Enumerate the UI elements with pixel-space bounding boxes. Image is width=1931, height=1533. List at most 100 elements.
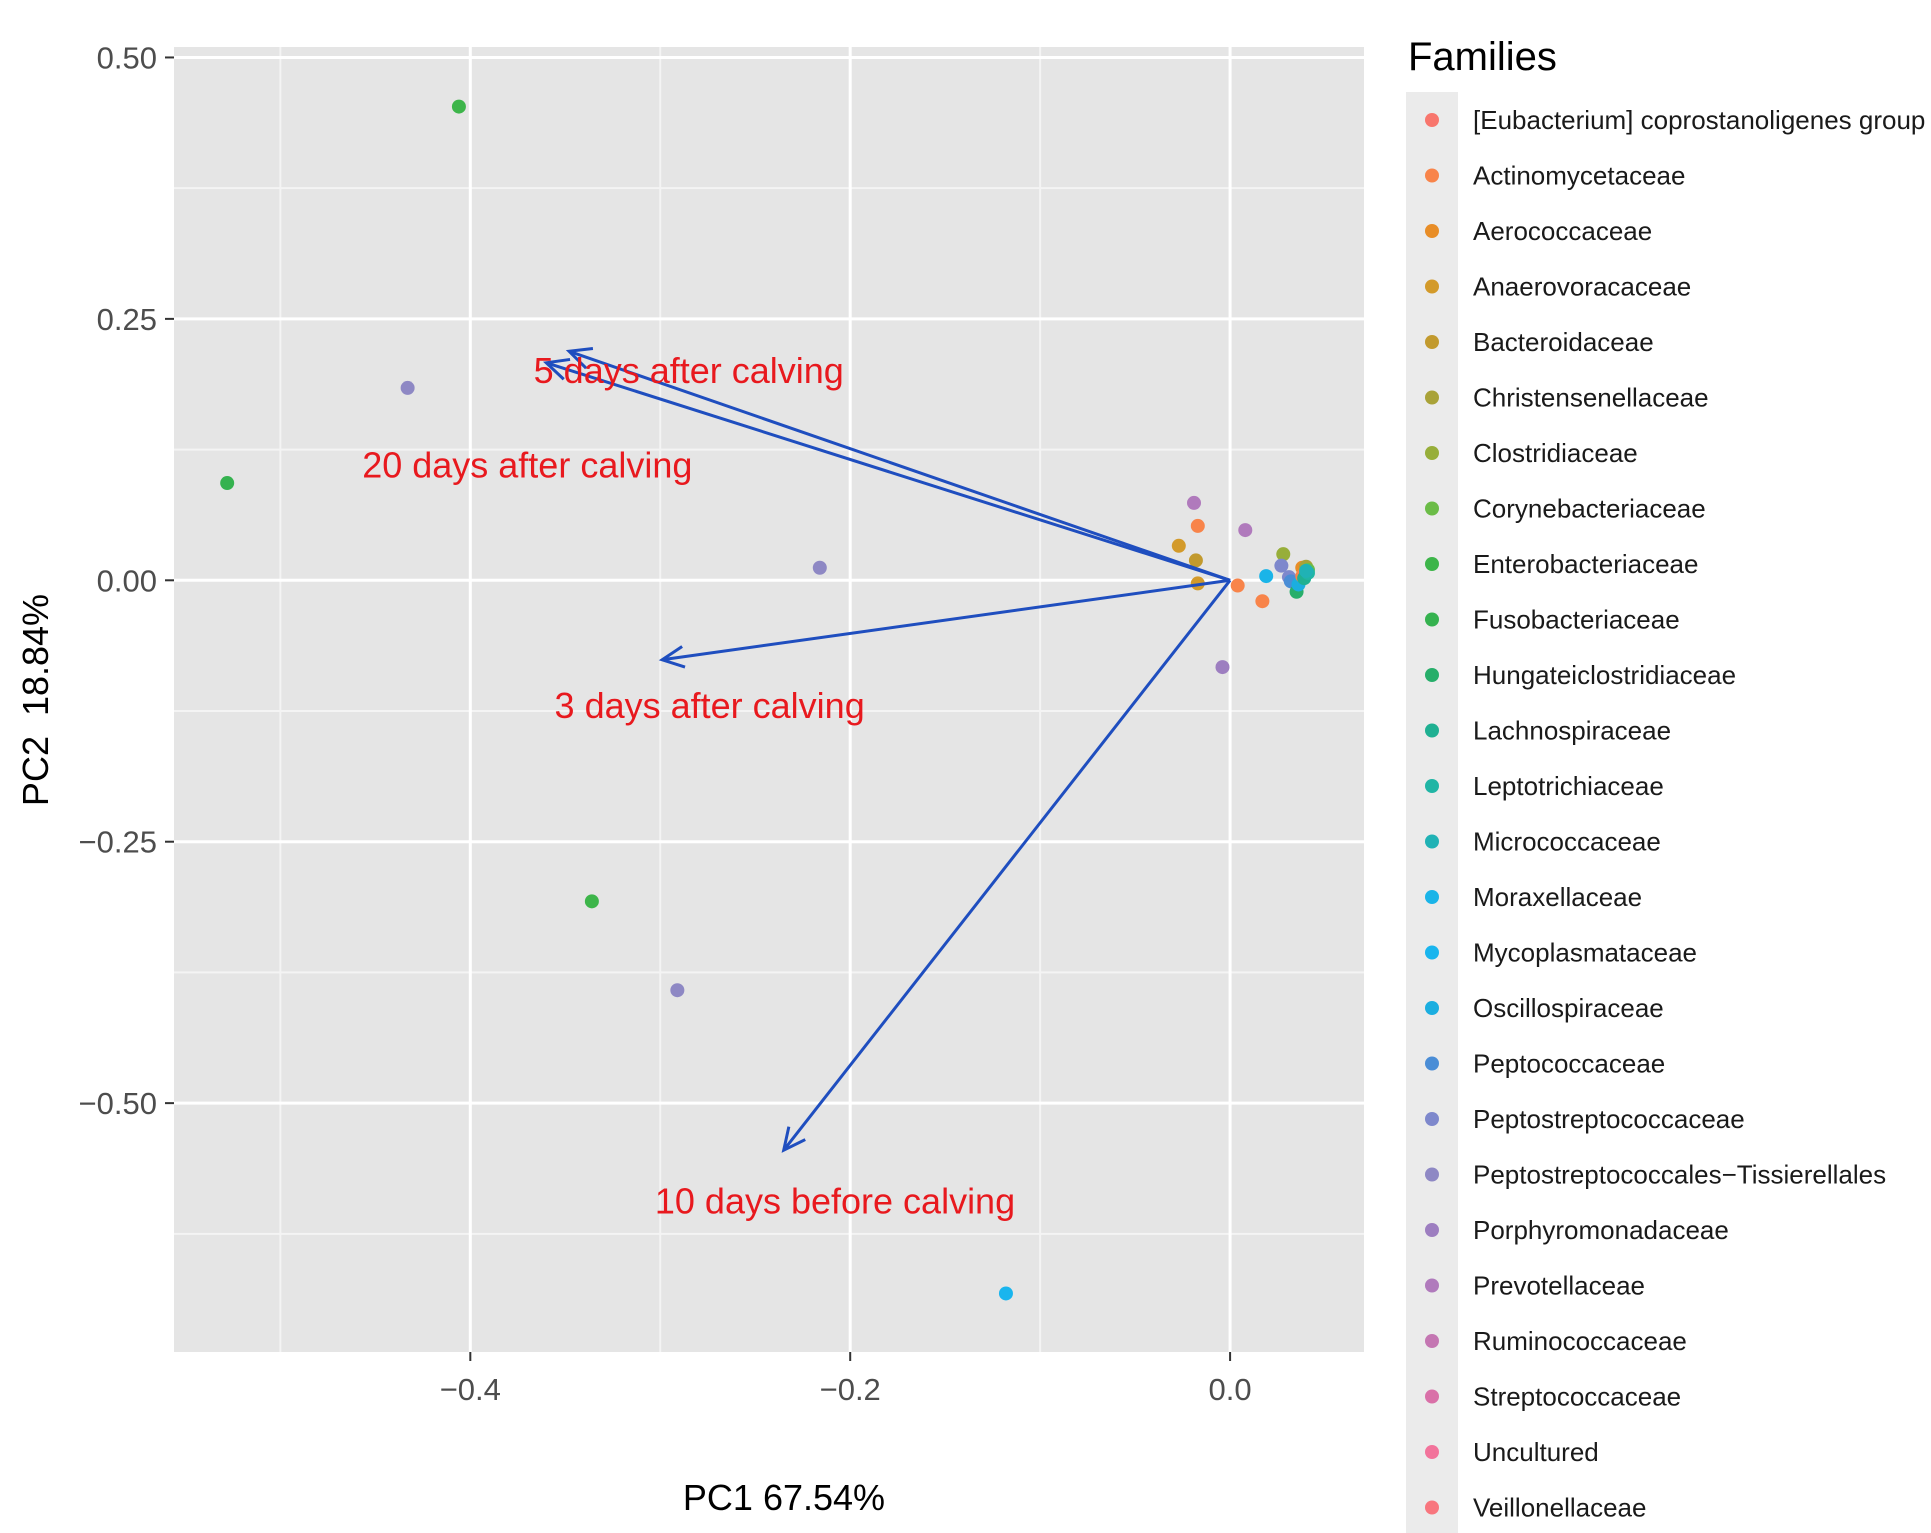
data-point [1259,569,1274,584]
vector-arrowhead [542,357,571,381]
legend-item: Porphyromonadaceae [1425,1215,1729,1245]
x-axis-title: PC1 67.54% [683,1477,885,1518]
legend-item-label: Prevotellaceae [1473,1271,1645,1301]
data-point [1171,538,1186,553]
legend-item-label: Peptostreptococcales−Tissierellales [1473,1160,1886,1190]
data-point [1215,660,1230,675]
legend-item-label: Mycoplasmataceae [1473,938,1697,968]
vector-arrow-line [661,578,1231,662]
data-point [1299,563,1314,578]
y-tick-label: 0.25 [97,302,157,337]
data-point [1188,553,1203,568]
data-point [1187,495,1201,510]
data-point [451,99,466,114]
vector-label: 20 days after calving [362,444,692,485]
legend-key-dot [1425,279,1439,294]
legend-item-label: Micrococcaceae [1473,827,1661,857]
legend-item: Ruminococcaceae [1425,1326,1687,1356]
legend-item-label: Hungateiclostridiaceae [1473,660,1736,690]
x-axis: −0.4 −0.2 0.0 [440,1352,1252,1407]
vector-arrowhead [781,1126,806,1153]
vector-label: 10 days before calving [655,1180,1015,1221]
legend-key-dot [1425,113,1439,127]
legend-key-dot [1425,723,1439,738]
legend-key-dot [1425,501,1439,516]
legend-key-dot [1425,224,1439,238]
legend-item-label: Oscillospiraceae [1473,993,1664,1023]
vector-labels: 5 days after calving 20 days after calvin… [362,350,1015,1221]
legend-item: Actinomycetaceae [1425,161,1685,191]
data-point [1274,558,1289,573]
legend-key-dot [1425,779,1439,793]
data-point [1190,518,1205,533]
legend-key-background [1406,92,1458,1533]
legend-key-dot [1425,1334,1439,1348]
data-point [812,560,827,575]
legend-key-dot [1425,612,1439,627]
legend-item-label: Bacteroidaceae [1473,327,1654,357]
y-axis: 0.50 0.25 0.00 −0.25 −0.50 [79,40,174,1121]
legend-key-dot [1425,1500,1439,1515]
legend-item-label: Porphyromonadaceae [1473,1215,1729,1245]
legend-item-label: Corynebacteriaceae [1473,494,1706,524]
legend-item-label: Enterobacteriaceae [1473,549,1698,579]
legend-item: Clostridiaceae [1425,438,1638,468]
y-tick-label: 0.50 [97,40,157,75]
legend-item-label: Uncultured [1473,1437,1599,1467]
minor-grid [174,47,1364,1352]
vector-arrow-line [568,349,1231,582]
legend-item: Uncultured [1425,1437,1599,1467]
legend-item: Micrococcaceae [1425,827,1661,857]
data-point [1238,523,1253,538]
x-tick-label: −0.4 [440,1372,501,1407]
legend-item: Fusobacteriaceae [1425,605,1680,635]
legend-item-label: [Eubacterium] coprostanoligenes group [1473,105,1925,135]
data-point [1255,594,1270,609]
legend-item: Oscillospiraceae [1425,993,1664,1023]
legend-item: Christensenellaceae [1425,383,1709,413]
legend-item: Corynebacteriaceae [1425,494,1706,524]
legend-item: Peptococcaceae [1425,1049,1665,1079]
x-tick-label: 0.0 [1209,1372,1252,1407]
legend-key-dot [1425,1278,1439,1293]
x-tick-label: −0.2 [820,1372,881,1407]
vector-arrow-line [545,361,1231,582]
y-tick-label: 0.00 [97,563,157,598]
legend-key-dot [1425,1445,1439,1459]
legend-item: Anaerovoracaceae [1425,272,1691,302]
legend-item: Enterobacteriaceae [1425,549,1698,579]
legend-item-label: Peptococcaceae [1473,1049,1665,1079]
legend-item-label: Fusobacteriaceae [1473,605,1680,635]
legend-item: Streptococcaceae [1425,1382,1681,1412]
legend-key-dot [1425,834,1439,849]
legend-key-dot [1425,890,1439,904]
legend-key-dot [1425,1112,1439,1126]
legend-item-label: Streptococcaceae [1473,1382,1681,1412]
legend-key-dot [1425,668,1439,682]
legend-key-dot [1425,168,1439,183]
legend-item: [Eubacterium] coprostanoligenes group [1425,105,1925,135]
y-tick-label: −0.25 [79,825,157,860]
data-point [998,1286,1013,1301]
legend-key-dot [1425,1167,1439,1182]
legend-key-dot [1425,1056,1439,1071]
legend-key-dot [1425,446,1439,460]
legend-entries: [Eubacterium] coprostanoligenes group Act… [1425,105,1925,1523]
legend-item-label: Leptotrichiaceae [1473,771,1664,801]
y-tick-label: −0.50 [79,1086,157,1121]
data-point [220,476,235,491]
legend-key-dot [1425,945,1439,960]
plot-panel [174,47,1364,1352]
legend-item-label: Peptostreptococcaceae [1473,1104,1745,1134]
legend-item: Mycoplasmataceae [1425,938,1697,968]
legend: Families [Eubacterium] coprostanoligenes… [1406,35,1925,1533]
legend-item-label: Christensenellaceae [1473,383,1709,413]
legend-item-label: Clostridiaceae [1473,438,1638,468]
legend-item-label: Moraxellaceae [1473,882,1642,912]
legend-item: Aerococcaceae [1425,216,1652,246]
legend-item-label: Actinomycetaceae [1473,161,1685,191]
legend-key-dot [1425,1223,1439,1237]
legend-item-label: Veillonellaceae [1473,1493,1646,1523]
legend-item: Peptostreptococcaceae [1425,1104,1745,1134]
